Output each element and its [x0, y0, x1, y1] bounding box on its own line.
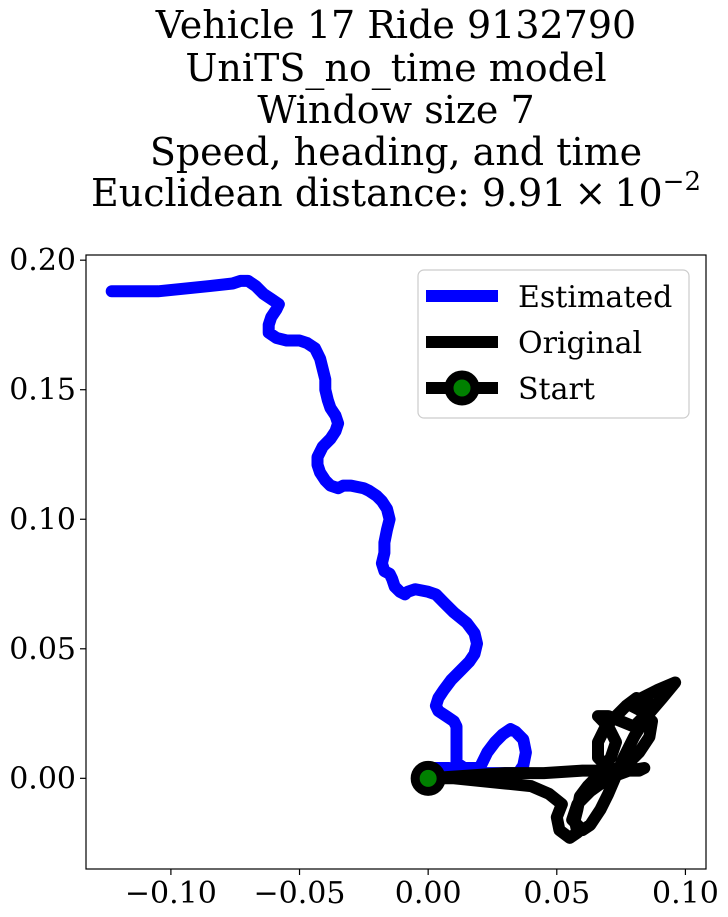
marker-layer [410, 760, 446, 796]
y-tick-label: 0.20 [9, 243, 76, 278]
y-tick-label: 0.10 [9, 502, 76, 537]
x-tick-label: 0.00 [395, 876, 462, 911]
series-layer [105, 274, 682, 844]
legend: Estimated Original Start [417, 269, 690, 419]
legend-label-original: Original [518, 326, 642, 361]
y-tick-label: 0.15 [9, 373, 76, 408]
series-line-original [422, 676, 682, 844]
title-line-2: UniTS_no_time model [185, 46, 606, 91]
title-line-3: Window size 7 [257, 88, 534, 132]
legend-label-start: Start [518, 372, 595, 407]
plot-frame [85, 254, 707, 870]
title-metric-times: × [574, 171, 606, 215]
x-tick-label: 0.10 [652, 876, 719, 911]
y-tick-label: 0.05 [9, 632, 76, 667]
title-metric-exponent: −2 [663, 167, 701, 197]
y-axis: 0.00 0.05 0.10 0.15 0.20 [9, 243, 86, 796]
title-metric-mantissa: 9.91 [482, 171, 567, 215]
title-line-4: Speed, heading, and time [150, 130, 642, 174]
y-tick-label: 0.00 [9, 761, 76, 796]
x-axis: −0.10 −0.05 0.00 0.05 0.10 [125, 869, 719, 911]
x-tick-label: −0.05 [254, 876, 346, 911]
x-tick-label: −0.10 [125, 876, 217, 911]
legend-box [417, 269, 690, 419]
chart-title: Vehicle 17 Ride 9132790 UniTS_no_time mo… [91, 3, 701, 215]
x-tick-label: 0.05 [523, 876, 590, 911]
legend-swatch-start-marker [444, 370, 480, 406]
title-metric-label: Euclidean distance: [91, 171, 482, 215]
title-line-5: Euclidean distance: 9.91 × 10−2 [91, 167, 701, 215]
title-line-1: Vehicle 17 Ride 9132790 [155, 3, 636, 47]
start-marker [410, 760, 446, 796]
title-metric-base: 10 [614, 171, 662, 215]
series-line-estimated [105, 274, 532, 785]
legend-label-estimated: Estimated [518, 280, 672, 315]
